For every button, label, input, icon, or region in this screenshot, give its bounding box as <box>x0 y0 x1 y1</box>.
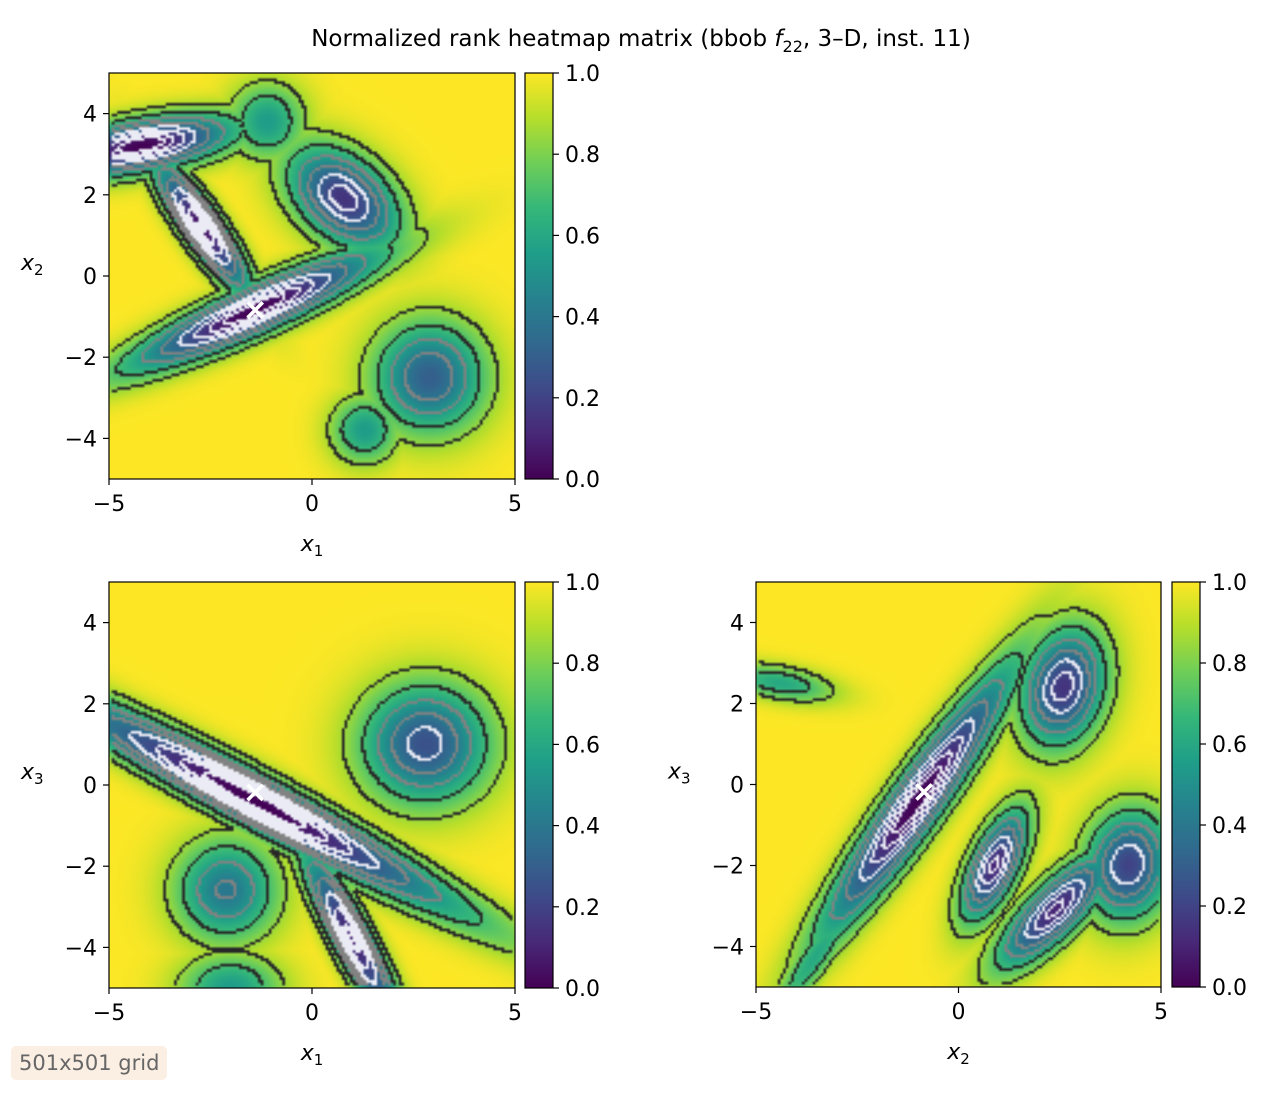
colorbar-tick-label: 0.6 <box>565 733 600 758</box>
colorbar-tick-label: 0.0 <box>1212 976 1247 1001</box>
colorbar: 0.0 0.2 0.4 0.6 0.8 1.0 <box>524 571 600 1002</box>
colorbar-tick-label: 0.6 <box>1212 733 1247 758</box>
y-tick-label: 2 <box>83 184 97 209</box>
y-tick-label: 4 <box>730 612 744 637</box>
x-tick-label: −5 <box>740 1000 772 1025</box>
colorbar-gradient <box>524 581 554 989</box>
title-prefix: Normalized rank heatmap matrix (bbob <box>311 26 774 52</box>
colorbar-tick-label: 1.0 <box>565 571 600 596</box>
colorbar-tick-label: 1.0 <box>565 62 600 87</box>
heatmap-image <box>756 582 1161 987</box>
y-tick-label: 4 <box>83 103 97 128</box>
x-tick-label: −5 <box>93 492 125 517</box>
colorbar-tick-label: 0.0 <box>565 977 600 1002</box>
colorbar-gradient <box>1171 581 1201 988</box>
heatmap-panel-x1-x3: −5 0 5 −4 −2 0 2 4 x1 x3 × 0.0 0.2 0.4 0.6 0.8 1.0 <box>20 571 600 1069</box>
x-tick-label: 5 <box>508 1001 522 1026</box>
title-function: f <box>774 26 785 52</box>
y-tick-label: 4 <box>83 612 97 637</box>
optimum-marker: × <box>243 775 268 810</box>
y-axis-label: x3 <box>667 760 691 788</box>
y-axis-label: x2 <box>20 251 44 279</box>
heatmap-image <box>109 73 515 479</box>
x-axis-label: x1 <box>300 532 324 560</box>
colorbar-tick-label: 1.0 <box>1212 571 1247 596</box>
colorbar-tick-label: 0.4 <box>565 306 600 331</box>
y-tick-label: 0 <box>730 774 744 799</box>
colorbar-tick-label: 0.8 <box>565 652 600 677</box>
colorbar-tick-label: 0.2 <box>565 896 600 921</box>
colorbar-tick-label: 0.6 <box>565 224 600 249</box>
y-tick-label: 0 <box>83 265 97 290</box>
y-axis-label: x3 <box>20 760 44 788</box>
title-subscript: 22 <box>783 37 803 56</box>
figure-title: Normalized rank heatmap matrix (bbob f22… <box>311 26 971 56</box>
y-tick-label: −4 <box>712 936 744 961</box>
x-tick-label: 0 <box>305 492 319 517</box>
colorbar-gradient <box>524 72 554 480</box>
grid-size-badge: 501x501 grid <box>11 1046 168 1080</box>
x-tick-label: 5 <box>508 492 522 517</box>
x-tick-label: 0 <box>952 1000 966 1025</box>
colorbar-tick-label: 0.2 <box>565 387 600 412</box>
y-tick-label: 2 <box>730 693 744 718</box>
heatmap-panel-x2-x3: −5 0 5 −4 −2 0 2 4 x2 x3 × 0.0 0.2 0.4 0.6 0.8 1.0 <box>667 571 1247 1068</box>
x-tick-label: −5 <box>93 1001 125 1026</box>
colorbar-tick-label: 0.2 <box>1212 895 1247 920</box>
heatmap-panel-x1-x2: −5 0 5 −4 −2 0 2 4 x1 x2 × 0.0 0.2 0.4 0.6 0.8 1.0 <box>20 62 600 560</box>
optimum-marker: × <box>912 775 937 810</box>
y-tick-label: 0 <box>83 774 97 799</box>
colorbar: 0.0 0.2 0.4 0.6 0.8 1.0 <box>1171 571 1247 1001</box>
x-tick-label: 0 <box>305 1001 319 1026</box>
x-axis-label: x2 <box>946 1040 970 1068</box>
y-tick-label: −4 <box>65 936 97 961</box>
colorbar-tick-label: 0.0 <box>565 468 600 493</box>
colorbar-tick-label: 0.8 <box>1212 652 1247 677</box>
optimum-marker: × <box>243 293 268 328</box>
colorbar-tick-label: 0.4 <box>565 815 600 840</box>
title-suffix: , 3–D, inst. 11) <box>803 26 971 52</box>
colorbar-tick-label: 0.8 <box>565 143 600 168</box>
x-axis-label: x1 <box>300 1041 324 1069</box>
x-tick-label: 5 <box>1154 1000 1168 1025</box>
heatmap-image <box>109 582 515 988</box>
y-tick-label: −2 <box>712 855 744 880</box>
y-tick-label: −2 <box>65 855 97 880</box>
y-tick-label: −4 <box>65 427 97 452</box>
colorbar-tick-label: 0.4 <box>1212 814 1247 839</box>
colorbar: 0.0 0.2 0.4 0.6 0.8 1.0 <box>524 62 600 493</box>
y-tick-label: −2 <box>65 346 97 371</box>
y-tick-label: 2 <box>83 693 97 718</box>
